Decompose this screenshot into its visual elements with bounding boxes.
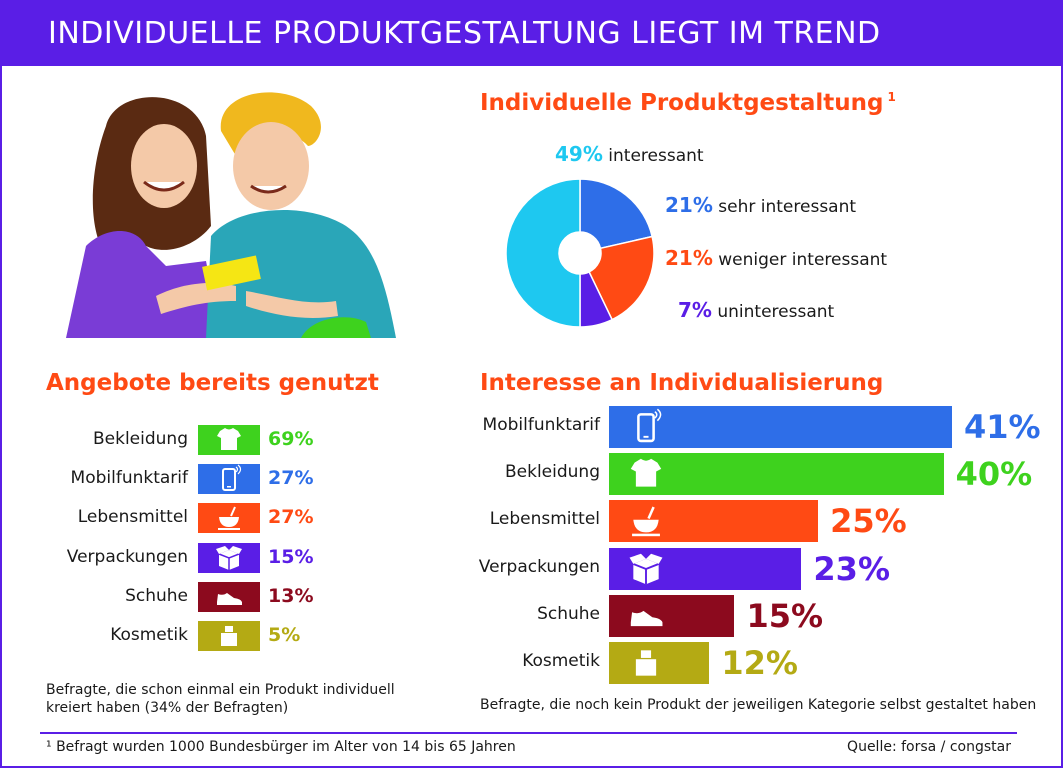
row-value-label: 27% xyxy=(268,467,314,490)
tshirt-icon xyxy=(627,455,665,497)
phone-icon xyxy=(627,408,665,450)
bar-row: Schuhe 15% xyxy=(470,594,1050,639)
bar-category-label: Mobilfunktarif xyxy=(482,415,600,435)
bar xyxy=(609,406,952,448)
tshirt-icon xyxy=(198,425,260,455)
cosmetic-icon xyxy=(627,644,665,686)
bar-row: Bekleidung 40% xyxy=(470,453,1050,497)
row-category-label: Lebensmittel xyxy=(77,507,188,528)
bar xyxy=(609,642,710,686)
pie-label-uninteressant: 7% uninteressant xyxy=(678,298,834,322)
bar-category-label: Lebensmittel xyxy=(489,509,600,530)
used-offer-row: Bekleidung 69% xyxy=(40,425,340,457)
bar-row: Verpackungen 23% xyxy=(470,547,1050,592)
left-note: Befragte, die schon einmal ein Produkt i… xyxy=(46,681,395,717)
pie-section-title: Individuelle Produktgestaltung 1 xyxy=(480,90,896,116)
bar-value-label: 40% xyxy=(955,455,1033,494)
bowl-icon xyxy=(198,503,260,534)
row-value-label: 69% xyxy=(268,428,314,450)
shoe-icon xyxy=(198,581,260,612)
row-category-label: Mobilfunktarif xyxy=(70,468,188,489)
bar-category-label: Kosmetik xyxy=(522,651,600,671)
couple-illustration xyxy=(66,92,396,338)
left-note-line: kreiert haben (34% der Befragten) xyxy=(46,700,289,716)
pie-value: 21% xyxy=(665,193,713,217)
bar xyxy=(609,500,819,544)
left-section-title: Angebote bereits genutzt xyxy=(46,370,379,396)
pie-category: sehr interessant xyxy=(718,197,857,217)
donut-chart xyxy=(505,178,655,328)
footnote-mark: 1 xyxy=(887,90,896,105)
right-note: Befragte, die noch kein Produkt der jewe… xyxy=(480,697,1037,713)
cosmetic-icon xyxy=(198,621,260,651)
pie-slice-sehr-interessant xyxy=(579,178,654,250)
row-value-label: 15% xyxy=(268,545,314,568)
row-value-label: 5% xyxy=(268,624,301,646)
pie-slice-interessant xyxy=(505,178,581,328)
bar-value-label: 23% xyxy=(813,549,890,588)
box-icon xyxy=(198,542,260,573)
bowl-icon xyxy=(627,502,665,544)
pie-value: 49% xyxy=(555,142,603,166)
row-category-label: Schuhe xyxy=(125,585,188,606)
pie-title-text: Individuelle Produktgestaltung xyxy=(480,90,884,116)
pie-value: 21% xyxy=(665,246,713,270)
bar xyxy=(609,594,735,639)
row-value-label: 13% xyxy=(268,584,314,607)
bar xyxy=(609,547,802,592)
used-offer-row: Mobilfunktarif 27% xyxy=(40,464,340,496)
pie-category: uninteressant xyxy=(717,302,835,322)
right-section-title: Interesse an Individualisierung xyxy=(480,370,884,396)
bar-value-label: 41% xyxy=(964,408,1041,446)
row-category-label: Bekleidung xyxy=(92,429,188,449)
title-banner: INDIVIDUELLE PRODUKTGESTALTUNG LIEGT IM … xyxy=(0,0,1063,66)
footer-divider xyxy=(40,732,1017,734)
used-offer-row: Lebensmittel 27% xyxy=(40,503,340,535)
bar-value-label: 15% xyxy=(746,596,824,635)
pie-category: interessant xyxy=(608,146,704,166)
footnote: ¹ Befragt wurden 1000 Bundesbürger im Al… xyxy=(46,739,516,755)
left-note-line: Befragte, die schon einmal ein Produkt i… xyxy=(46,682,395,698)
bar-category-label: Bekleidung xyxy=(504,462,600,483)
pie-value: 7% xyxy=(678,298,712,322)
pie-slice-weniger-interessant xyxy=(588,235,655,321)
bar-row: Mobilfunktarif 41% xyxy=(470,406,1050,448)
bar-value-label: 12% xyxy=(721,644,798,682)
pie-label-sehr-interessant: 21% sehr interessant xyxy=(665,193,856,217)
pie-category: weniger interessant xyxy=(718,250,888,270)
pie-label-weniger-interessant: 21% weniger interessant xyxy=(665,246,887,270)
bar-row: Lebensmittel 25% xyxy=(470,500,1050,544)
row-value-label: 27% xyxy=(268,506,314,529)
used-offer-row: Schuhe 13% xyxy=(40,581,340,614)
bar-value-label: 25% xyxy=(830,502,907,541)
bar-category-label: Verpackungen xyxy=(478,556,600,577)
bar-row: Kosmetik 12% xyxy=(470,642,1050,684)
row-category-label: Kosmetik xyxy=(110,625,188,645)
row-category-label: Verpackungen xyxy=(66,546,188,567)
page-title: INDIVIDUELLE PRODUKTGESTALTUNG LIEGT IM … xyxy=(48,16,881,51)
bar-category-label: Schuhe xyxy=(537,603,600,624)
pie-label-interessant: 49% interessant xyxy=(555,142,704,166)
source-credit: Quelle: forsa / congstar xyxy=(847,739,1011,755)
phone-icon xyxy=(198,464,260,495)
shoe-icon xyxy=(627,597,665,639)
used-offer-row: Verpackungen 15% xyxy=(40,542,340,575)
used-offer-row: Kosmetik 5% xyxy=(40,621,340,653)
box-icon xyxy=(627,550,665,592)
bar xyxy=(609,453,944,497)
